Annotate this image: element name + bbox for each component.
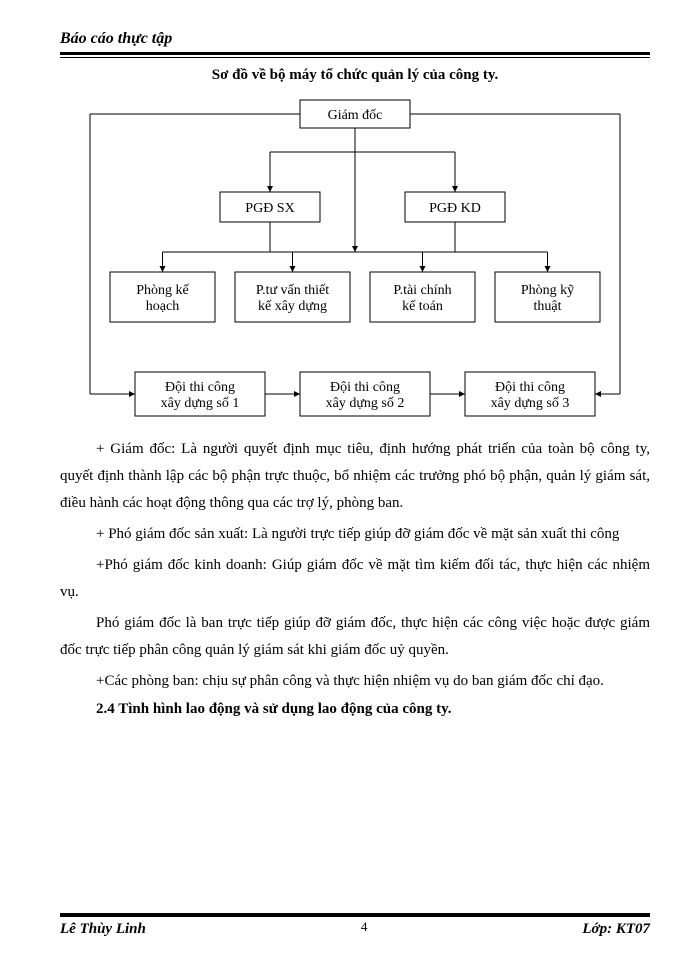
node-label: Phòng kỹ [521,283,574,298]
node-label: PGĐ KD [429,201,481,216]
paragraph: + Giám đốc: Là người quyết định mục tiêu… [60,436,650,517]
node-label: Đội thi công [165,380,235,395]
node-label: xây dựng số 3 [491,396,570,411]
header-title: Báo cáo thực tập [60,30,172,47]
org-chart-svg: Giám đốc PGĐ SX PGĐ KD Phòng kếhoạch P.tư vấ… [75,92,635,422]
node-label: kế xây dựng [258,299,327,314]
body-text: + Giám đốc: Là người quyết định mục tiêu… [60,436,650,695]
node-label: PGĐ SX [245,201,294,216]
node-label: Giám đốc [328,108,383,123]
node-label: Phòng kế [136,283,189,298]
footer-page-number: 4 [361,919,368,936]
paragraph: +Phó giám đốc kinh doanh: Giúp giám đốc … [60,552,650,606]
paragraph: +Các phòng ban: chịu sự phân công và thự… [60,668,650,695]
node-label: P.tài chính [393,283,451,298]
document-page: Báo cáo thực tập Sơ đồ về bộ máy tổ chức… [0,0,700,960]
page-footer: Lê Thùy Linh 4 Lớp: KT07 [60,916,650,938]
node-label: xây dựng số 2 [326,396,405,411]
chart-title: Sơ đồ về bộ máy tổ chức quản lý của công… [60,67,650,84]
node-label: kế toán [402,299,443,314]
footer-class: Lớp: KT07 [582,921,650,938]
footer-author: Lê Thùy Linh [60,921,146,938]
node-label: Đội thi công [495,380,565,395]
node-label: hoạch [146,299,179,314]
node-label: Đội thi công [330,380,400,395]
node-label: P.tư vấn thiết [256,283,329,298]
node-label: xây dựng số 1 [161,396,240,411]
page-header: Báo cáo thực tập [60,30,650,55]
org-chart: Giám đốc PGĐ SX PGĐ KD Phòng kếhoạch P.tư vấ… [60,92,650,422]
paragraph: + Phó giám đốc sản xuất: Là người trực t… [60,521,650,548]
section-heading: 2.4 Tình hình lao động và sử dụng lao độ… [60,701,650,718]
paragraph: Phó giám đốc là ban trực tiếp giúp đỡ gi… [60,610,650,664]
node-label: thuật [534,299,562,314]
